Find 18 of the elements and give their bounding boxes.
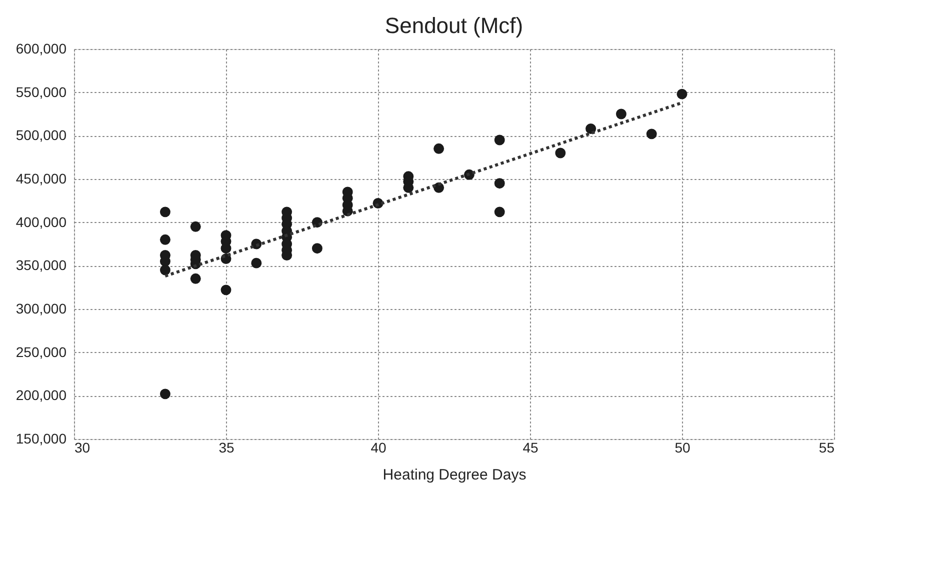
y-tick-label: 450,000 [16,170,67,186]
x-axis-title: Heating Degree Days [382,466,526,484]
y-tick-label: 200,000 [16,387,67,404]
y-tick-label: 250,000 [16,344,67,360]
y-tick-label: 350,000 [16,257,67,274]
x-tick-label: 30 [74,440,90,456]
y-tick-label: 550,000 [16,84,67,100]
x-tick-label: 35 [218,440,234,456]
y-tick-label: 400,000 [16,214,67,230]
x-tick-label: 45 [522,440,538,456]
y-tick-label: 500,000 [16,127,67,144]
y-tick-label: 150,000 [16,430,67,446]
x-tick-label: 50 [674,440,690,456]
chart-title: Sendout (Mcf) [384,13,524,38]
x-tick-label: 40 [370,440,386,456]
y-tick-label: 300,000 [16,300,67,316]
x-tick-label: 55 [818,440,835,456]
y-tick-label: 600,000 [16,40,67,56]
